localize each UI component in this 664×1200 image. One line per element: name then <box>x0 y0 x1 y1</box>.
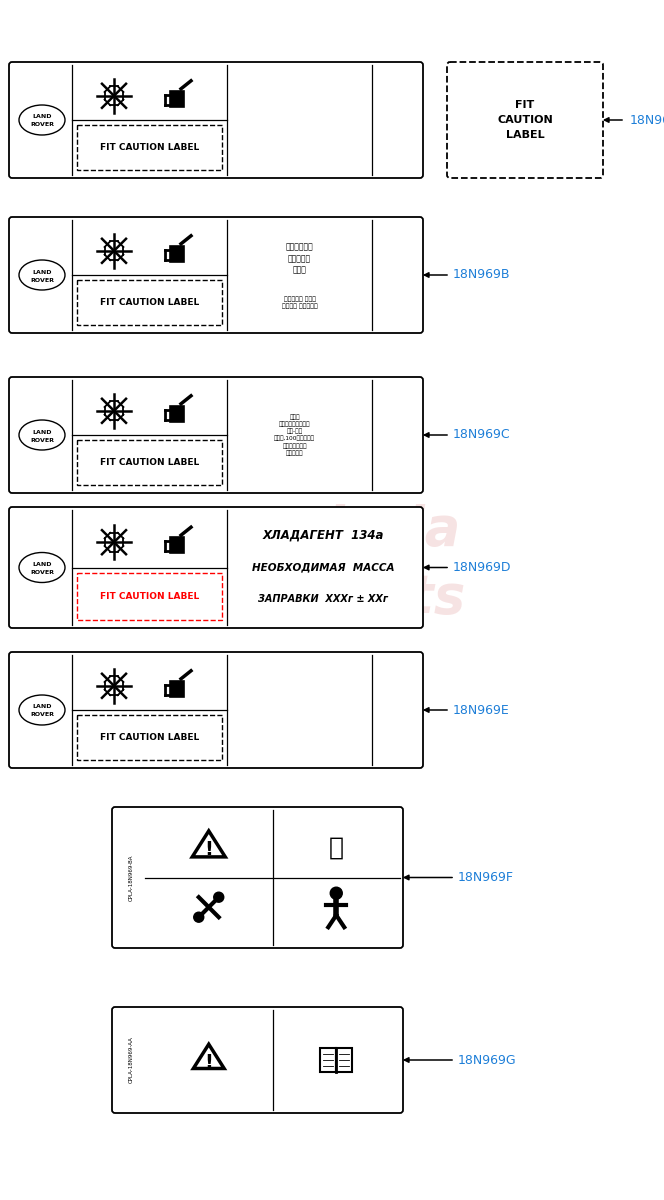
Text: LAND: LAND <box>33 114 52 120</box>
Bar <box>170 680 184 697</box>
Text: НЕОБХОДИМАЯ  МАССА: НЕОБХОДИМАЯ МАССА <box>252 563 395 572</box>
Bar <box>170 246 184 262</box>
FancyBboxPatch shape <box>9 377 423 493</box>
Text: ЗАПРАВКИ  ХХХг ± ХХг: ЗАПРАВКИ ХХХг ± ХХг <box>258 594 388 604</box>
Text: FIT CAUTION LABEL: FIT CAUTION LABEL <box>100 592 199 601</box>
Text: 18N969D: 18N969D <box>453 560 511 574</box>
Text: souderia
car parts: souderia car parts <box>199 504 465 624</box>
Text: LAND: LAND <box>33 430 52 434</box>
Text: CPLA-18N969-BA: CPLA-18N969-BA <box>129 854 133 901</box>
Bar <box>336 1048 352 1072</box>
Bar <box>77 125 222 170</box>
Text: ХЛАДАГЕНТ  134а: ХЛАДАГЕНТ 134а <box>263 529 384 541</box>
Text: LAND: LAND <box>33 704 52 709</box>
Text: FIT CAUTION LABEL: FIT CAUTION LABEL <box>100 298 199 307</box>
Text: !: ! <box>205 1052 213 1072</box>
FancyBboxPatch shape <box>112 806 403 948</box>
Bar <box>77 280 222 325</box>
Circle shape <box>330 887 342 899</box>
Text: !: ! <box>205 840 213 859</box>
Text: 18N969C: 18N969C <box>453 428 511 442</box>
Text: チャージー ランド
＝ルー・ ジャパン㈱: チャージー ランド ＝ルー・ ジャパン㈱ <box>282 296 317 308</box>
Bar <box>320 1048 336 1072</box>
Text: ROVER: ROVER <box>30 277 54 282</box>
Bar <box>77 440 222 485</box>
Bar <box>77 572 222 620</box>
Ellipse shape <box>19 104 65 134</box>
Text: ROVER: ROVER <box>30 122 54 127</box>
Text: FIT CAUTION LABEL: FIT CAUTION LABEL <box>100 458 199 467</box>
Text: 18N969F: 18N969F <box>458 871 514 884</box>
Text: 冷媒大気放出
禁止・冷風
要確保: 冷媒大気放出 禁止・冷風 要確保 <box>286 242 313 275</box>
Ellipse shape <box>19 420 65 450</box>
Text: 18N969A: 18N969A <box>630 114 664 126</box>
Text: CPLA-18N969-AA: CPLA-18N969-AA <box>129 1037 133 1084</box>
Text: 🔥: 🔥 <box>329 835 344 859</box>
Bar <box>77 715 222 760</box>
Text: ROVER: ROVER <box>30 438 54 443</box>
Bar <box>170 91 184 107</box>
Bar <box>170 538 184 553</box>
Text: ROVER: ROVER <box>30 713 54 718</box>
FancyBboxPatch shape <box>112 1007 403 1114</box>
Text: 18N969B: 18N969B <box>453 269 511 282</box>
Bar <box>170 406 184 421</box>
FancyBboxPatch shape <box>9 217 423 332</box>
Text: LAND: LAND <box>33 270 52 275</box>
Ellipse shape <box>19 695 65 725</box>
Text: 18N969G: 18N969G <box>458 1054 517 1067</box>
Circle shape <box>214 893 224 902</box>
Text: FIT
CAUTION
LABEL: FIT CAUTION LABEL <box>497 101 553 139</box>
Text: FIT CAUTION LABEL: FIT CAUTION LABEL <box>100 733 199 742</box>
Text: LAND: LAND <box>33 562 52 566</box>
Text: ROVER: ROVER <box>30 570 54 575</box>
Circle shape <box>194 912 204 922</box>
Ellipse shape <box>19 260 65 290</box>
Text: FIT CAUTION LABEL: FIT CAUTION LABEL <box>100 143 199 152</box>
FancyBboxPatch shape <box>9 652 423 768</box>
Ellipse shape <box>19 552 65 582</box>
Text: 警呂！
地球温大気を行作在
地力-力心
％ＵＲ,100気処理・Ｔ
地球民者に心す
～に関化。: 警呂！ 地球温大気を行作在 地力-力心 ％ＵＲ,100気処理・Ｔ 地球民者に心す… <box>274 414 315 456</box>
FancyBboxPatch shape <box>9 506 423 628</box>
Text: 18N969E: 18N969E <box>453 703 510 716</box>
FancyBboxPatch shape <box>9 62 423 178</box>
FancyBboxPatch shape <box>447 62 603 178</box>
